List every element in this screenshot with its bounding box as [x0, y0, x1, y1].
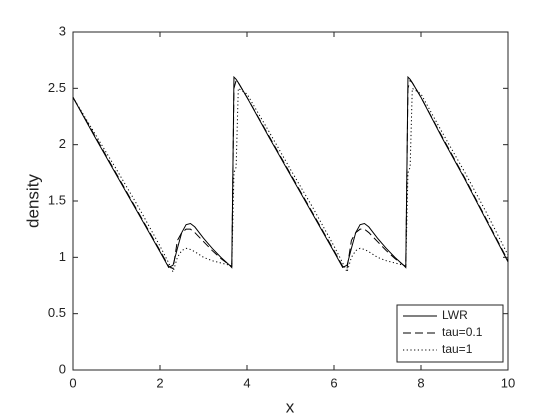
x-tick-label: 2 — [156, 375, 163, 390]
series-line — [72, 87, 509, 274]
x-tick-label: 4 — [243, 375, 250, 390]
y-tick-label: 3 — [59, 23, 66, 38]
x-axis-label: x — [286, 397, 295, 416]
y-tick-label: 0 — [59, 361, 66, 376]
series-line — [72, 75, 509, 269]
x-tick-label: 8 — [417, 375, 424, 390]
y-tick-label: 1 — [59, 249, 66, 264]
y-tick-label: 2 — [59, 136, 66, 151]
y-axis-label: density — [23, 174, 42, 228]
legend-box — [396, 304, 504, 363]
legend-label: tau=0.1 — [442, 325, 483, 339]
x-tick-label: 10 — [501, 375, 515, 390]
y-tick-label: 0.5 — [48, 305, 66, 320]
x-tick-label: 6 — [330, 375, 337, 390]
series-line — [72, 79, 509, 270]
x-tick-label: 0 — [69, 375, 76, 390]
legend-label: tau=1 — [442, 342, 473, 356]
legend-label: LWR — [442, 308, 468, 322]
y-tick-label: 1.5 — [48, 192, 66, 207]
y-tick-label: 2.5 — [48, 80, 66, 95]
